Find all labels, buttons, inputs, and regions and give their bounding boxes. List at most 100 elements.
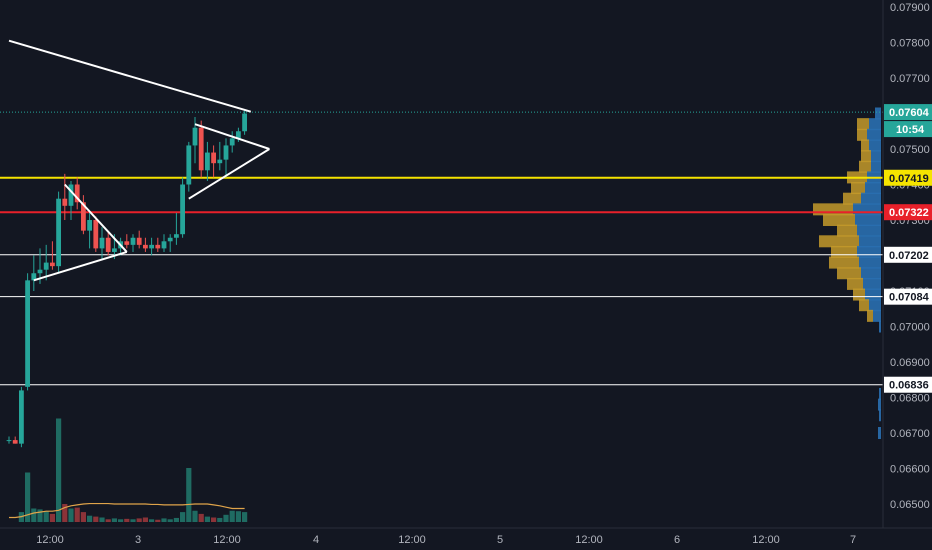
volume-bar <box>80 512 86 522</box>
candle <box>124 234 130 249</box>
candle-body <box>81 202 86 231</box>
candle <box>155 237 161 252</box>
volume-bar <box>136 518 142 522</box>
tag-countdown-bg <box>884 121 932 138</box>
volume-profile-up <box>855 214 881 226</box>
candle <box>87 212 92 249</box>
candle-body <box>229 138 235 146</box>
volume-bar <box>124 518 130 522</box>
time-scale-label: 12:00 <box>398 534 426 546</box>
candle <box>229 131 235 153</box>
volume-profile-up <box>857 245 881 258</box>
candle-body <box>180 184 185 235</box>
candle <box>180 177 185 238</box>
trendline-pennant-2-upper <box>194 123 270 150</box>
volume-profile-up <box>859 235 881 248</box>
candle-body <box>124 241 130 245</box>
volume-bar <box>25 472 31 522</box>
price-scale-label: 0.07800 <box>890 38 930 50</box>
volume-bar <box>180 512 186 522</box>
candle <box>161 234 167 252</box>
volume-profile-up <box>861 267 881 280</box>
candle-body <box>62 198 68 206</box>
volume-profile-down <box>867 309 873 322</box>
candle <box>25 273 30 391</box>
volume-bar <box>93 516 99 522</box>
candle-body <box>198 127 204 171</box>
candle-body <box>74 184 80 203</box>
volume-bar <box>118 519 124 522</box>
candle-body <box>167 237 173 242</box>
candle <box>174 212 179 245</box>
volume-bar <box>217 517 223 522</box>
time-scale[interactable]: 12:00 3 12:00 4 12:00 5 12:00 6 12:00 7 <box>0 527 932 546</box>
tag-countdown: 10:54 <box>896 124 925 136</box>
candle <box>242 109 247 135</box>
tag-white-level-3-bg <box>884 376 932 393</box>
candle-body <box>93 220 99 249</box>
volume-profile-up <box>867 128 881 141</box>
candle-body <box>155 244 161 249</box>
volume-ma-line <box>9 502 245 519</box>
volume-bar <box>235 511 241 522</box>
volume-bar <box>198 513 204 522</box>
candle-body <box>211 152 216 164</box>
volume-profile-down <box>861 150 871 163</box>
price-scale-label: 0.07900 <box>890 2 930 14</box>
volume-profile-up <box>853 203 881 216</box>
tag-white-level-3: 0.06836 <box>889 380 929 392</box>
volume-profile-up <box>878 398 881 411</box>
candle-body <box>19 390 24 444</box>
candle <box>149 237 154 256</box>
volume-profile-up <box>869 118 881 131</box>
candle <box>62 173 68 220</box>
volume-bar <box>56 418 62 522</box>
volume-profile-up <box>865 288 881 301</box>
candle-body <box>87 220 92 231</box>
volume-bar <box>192 510 198 522</box>
candle <box>19 386 24 448</box>
time-scale-label: 3 <box>135 534 141 546</box>
candle <box>81 195 86 235</box>
candle-body <box>186 145 192 185</box>
time-scale-label: 12:00 <box>36 534 64 546</box>
volume-profile-up <box>869 299 881 312</box>
candle-body <box>50 262 55 267</box>
volume-profile-down <box>857 128 867 141</box>
candle <box>223 138 229 178</box>
candle-body <box>205 152 210 171</box>
volume-profile-down <box>813 203 853 216</box>
candle <box>99 227 105 260</box>
time-scale-label: 12:00 <box>213 534 241 546</box>
volume-profile-down <box>861 139 869 152</box>
candle-body <box>31 273 37 281</box>
volume-bar <box>37 509 43 522</box>
volume-bar <box>31 508 37 522</box>
candle-body <box>174 234 179 238</box>
volume-profile-down <box>851 182 865 195</box>
volume-bar <box>99 517 105 522</box>
price-scale[interactable]: 0.079000.078000.077000.076000.075000.074… <box>882 0 932 528</box>
candle-body <box>43 262 49 270</box>
volume-profile-up <box>879 320 881 333</box>
candle-body <box>6 440 12 442</box>
time-scale-label: 12:00 <box>575 534 603 546</box>
candle <box>167 234 173 252</box>
tag-last-price: 0.07604 <box>889 107 930 119</box>
price-scale-label: 0.06700 <box>890 428 930 440</box>
candle-body <box>161 241 167 249</box>
tag-white-level-1-bg <box>884 246 932 263</box>
price-scale-label: 0.06600 <box>890 464 930 476</box>
candle <box>136 230 142 249</box>
trendline-pennant-1-upper <box>64 183 128 253</box>
volume-bar <box>149 519 155 522</box>
price-scale-label: 0.07000 <box>890 322 930 334</box>
tag-last-price-bg <box>884 104 932 121</box>
trendlines <box>8 39 270 282</box>
candle-body <box>192 127 198 146</box>
volume-profile-down <box>843 192 861 205</box>
volume-profile-down <box>819 235 859 248</box>
candle <box>186 141 192 192</box>
volume-bar <box>155 519 161 522</box>
